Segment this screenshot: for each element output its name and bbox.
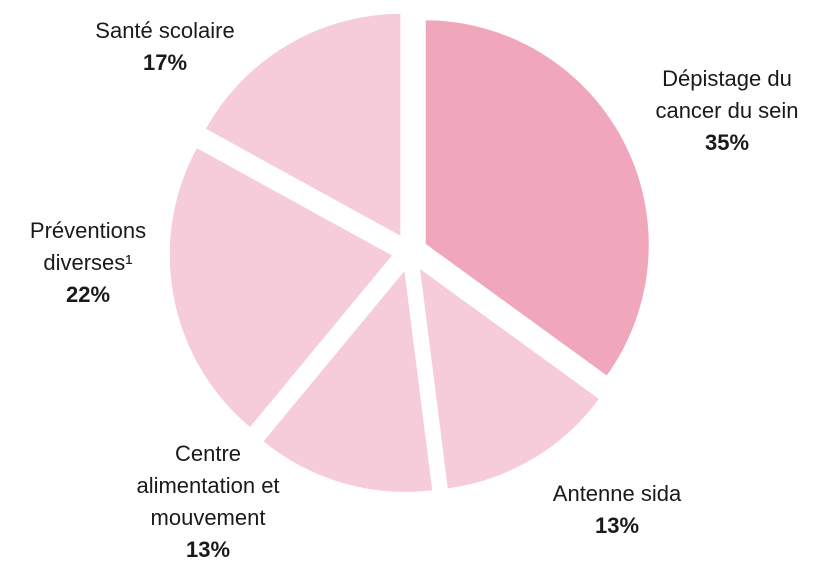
slice-label: Centre alimentation et mouvement [136, 441, 279, 530]
slice-label: Dépistage du cancer du sein [655, 66, 798, 123]
slice-value-label: 13% [186, 537, 230, 562]
slice-label: Antenne sida [553, 481, 682, 506]
slice-value-label: 22% [66, 282, 110, 307]
pie-slice [422, 17, 652, 380]
pie-slice [416, 262, 604, 492]
slice-value-label: 35% [705, 130, 749, 155]
pie-slice [201, 10, 404, 241]
slice-label: Santé scolaire [95, 18, 234, 43]
slice-label: Préventions diverses¹ [30, 218, 146, 275]
pie-slice [259, 263, 436, 495]
slice-value-label: 13% [595, 513, 639, 538]
slice-value-label: 17% [143, 50, 187, 75]
pie-slice [166, 144, 397, 432]
